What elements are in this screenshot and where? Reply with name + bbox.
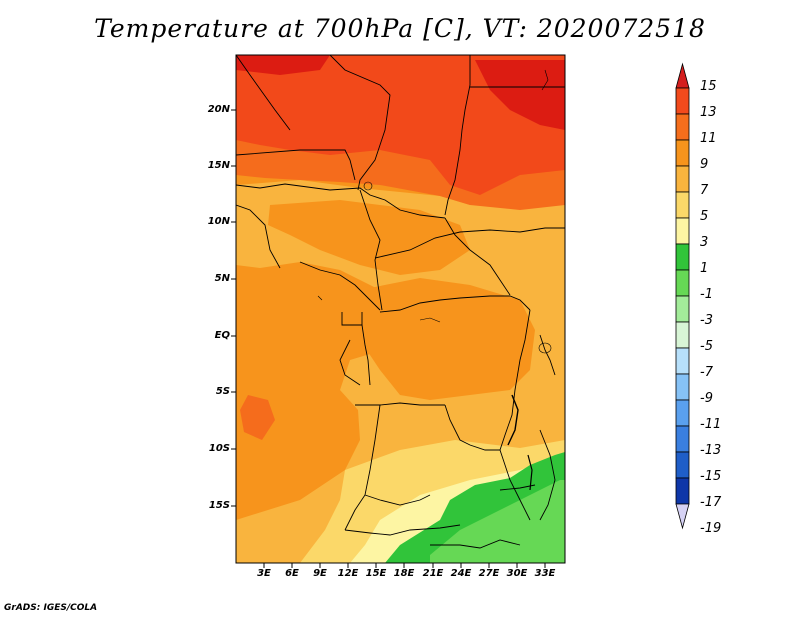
colorbar-swatch xyxy=(675,191,690,219)
lon-label: 12E xyxy=(337,568,359,579)
colorbar-swatch xyxy=(675,321,690,349)
colorbar-label: 7 xyxy=(700,183,709,198)
colorbar-swatch xyxy=(675,347,690,375)
lon-label: 21E xyxy=(422,568,444,579)
colorbar-label: -19 xyxy=(700,521,722,536)
lat-label: 5S xyxy=(215,386,230,397)
lon-label: 6E xyxy=(285,568,299,579)
colorbar-label: 13 xyxy=(700,105,717,120)
colorbar-label: -1 xyxy=(700,287,713,302)
lon-label: 15E xyxy=(365,568,387,579)
temperature-zone-very-warm xyxy=(236,55,565,195)
lon-label: 9E xyxy=(313,568,327,579)
colorbar-bottom-arrow xyxy=(675,503,690,530)
lon-label: 27E xyxy=(478,568,500,579)
lon-label: 30E xyxy=(506,568,528,579)
lat-label: 10S xyxy=(208,443,230,454)
colorbar-label: 3 xyxy=(700,235,709,250)
lon-label: 24E xyxy=(450,568,472,579)
colorbar-swatch xyxy=(675,217,690,245)
colorbar-label: -5 xyxy=(700,339,713,354)
lat-label: 20N xyxy=(207,104,230,115)
colorbar-swatch xyxy=(675,113,690,141)
colorbar-label: -3 xyxy=(700,313,713,328)
colorbar-label: -11 xyxy=(700,417,722,432)
axis-ticks xyxy=(231,109,546,568)
lat-label: 15S xyxy=(208,500,230,511)
colorbar-swatch xyxy=(675,139,690,167)
colorbar-label: -9 xyxy=(700,391,713,406)
temperature-zone-warmest xyxy=(475,60,565,130)
grads-credit: GrADS: IGES/COLA xyxy=(4,603,98,613)
colorbar-swatch xyxy=(675,87,690,115)
chart-title: Temperature at 700hPa [C], VT: 202007251… xyxy=(94,14,706,43)
colorbar-label: 15 xyxy=(700,79,717,94)
colorbar-swatch xyxy=(675,477,690,505)
colorbar-label: -15 xyxy=(700,469,722,484)
colorbar-label: 11 xyxy=(700,131,717,146)
temperature-zone-light-green xyxy=(430,480,565,563)
colorbar xyxy=(675,62,690,530)
lat-label: 15N xyxy=(207,160,230,171)
colorbar-label: 1 xyxy=(700,261,709,276)
lake-outlines xyxy=(317,69,552,491)
temperature-zone-warmest-north xyxy=(236,55,330,75)
colorbar-label: -13 xyxy=(700,443,722,458)
colorbar-label: 9 xyxy=(700,157,709,172)
lat-label: EQ xyxy=(214,330,230,341)
colorbar-label: -7 xyxy=(700,365,713,380)
lon-label: 3E xyxy=(257,568,271,579)
temperature-field xyxy=(236,55,565,563)
lat-label: 5N xyxy=(214,273,230,284)
colorbar-swatch xyxy=(675,373,690,401)
lat-label: 10N xyxy=(207,216,230,227)
colorbar-label: -17 xyxy=(700,495,722,510)
colorbar-top-arrow xyxy=(675,62,690,89)
colorbar-swatch xyxy=(675,295,690,323)
colorbar-label: 5 xyxy=(700,209,709,224)
map-frame xyxy=(235,54,566,564)
lon-label: 33E xyxy=(534,568,556,579)
colorbar-swatch xyxy=(675,399,690,427)
temperature-zone-warm-southwest xyxy=(240,395,275,440)
colorbar-swatch xyxy=(675,425,690,453)
colorbar-swatch xyxy=(675,165,690,193)
temperature-zone-mid-upper xyxy=(268,200,470,275)
country-borders xyxy=(236,55,565,549)
colorbar-swatch xyxy=(675,451,690,479)
colorbar-swatch xyxy=(675,269,690,297)
colorbar-swatch xyxy=(675,243,690,271)
lon-label: 18E xyxy=(393,568,415,579)
